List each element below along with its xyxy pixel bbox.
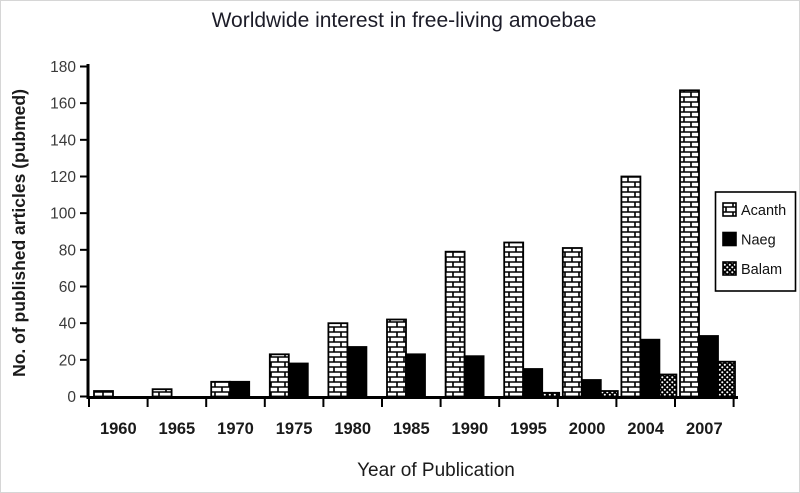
y-tick-label: 80 (59, 242, 77, 259)
bar-acanth-1985 (386, 318, 407, 398)
bar-acanth-2007 (679, 89, 700, 398)
bar-naeg-1990 (463, 355, 485, 398)
bar-naeg-2000 (580, 379, 602, 398)
bar-acanth-2004 (620, 175, 642, 398)
y-tick-label: 120 (50, 169, 76, 186)
x-tick-label: 2000 (569, 420, 606, 438)
y-tick-label: 40 (59, 316, 77, 333)
bar-naeg-1975 (287, 362, 309, 398)
x-tick-label: 1970 (217, 420, 254, 438)
bar-naeg-2007 (698, 335, 719, 398)
bar-balam-2007 (717, 360, 736, 398)
x-tick-label: 1995 (510, 420, 547, 438)
bar-balam-2004 (658, 373, 678, 398)
bar-acanth-1980 (327, 322, 349, 398)
bar-acanth-1995 (503, 241, 525, 398)
bar-balam-1995 (541, 391, 561, 398)
y-tick-label: 20 (59, 352, 77, 369)
bar-naeg-1980 (346, 346, 368, 398)
x-tick-label: 2004 (627, 420, 665, 438)
bar-balam-2000 (599, 390, 619, 398)
y-tick-label: 0 (67, 389, 76, 406)
legend: Acanth Naeg Balam (714, 191, 797, 292)
x-tick-label: 1965 (159, 420, 196, 438)
bar-naeg-1995 (522, 368, 544, 398)
legend-label-balam: Balam (741, 262, 782, 278)
legend-swatch-naeg-icon (722, 231, 737, 247)
bar-acanth-1990 (444, 250, 466, 398)
legend-label-naeg: Naeg (741, 233, 776, 249)
x-tick-label: 1990 (452, 420, 489, 438)
bar-acanth-2000 (561, 247, 583, 398)
bar-naeg-1985 (405, 353, 426, 398)
y-axis-label: No. of published articles (pubmed) (9, 89, 29, 377)
x-axis-label: Year of Publication (357, 460, 515, 481)
y-tick-label: 60 (59, 279, 77, 296)
bar-acanth-1975 (268, 353, 290, 398)
y-tick-label: 160 (50, 96, 76, 113)
x-tick-label: 1980 (334, 420, 371, 438)
chart-title: Worldwide interest in free-living amoeba… (212, 9, 597, 32)
y-tick-label: 180 (50, 59, 76, 76)
x-tick-label: 1975 (276, 420, 313, 438)
bar-acanth-1970 (210, 380, 232, 398)
bar-acanth-1960 (93, 390, 114, 398)
y-tick-label: 140 (50, 132, 76, 149)
bar-naeg-2004 (639, 338, 661, 398)
x-tick-label: 2007 (686, 420, 723, 438)
bar-naeg-1970 (229, 380, 251, 398)
plot-area: 0 20 40 60 80 100 120 140 160 180 1960 1965 1970 1975… (50, 59, 738, 438)
y-tick-label: 100 (50, 206, 76, 223)
bar-acanth-1965 (151, 388, 173, 398)
legend-label-acanth: Acanth (741, 203, 786, 219)
legend-swatch-balam-icon (722, 261, 737, 276)
legend-swatch-acanth-icon (722, 202, 737, 217)
x-tick-label: 1960 (100, 420, 137, 438)
x-tick-label: 1985 (393, 420, 430, 438)
